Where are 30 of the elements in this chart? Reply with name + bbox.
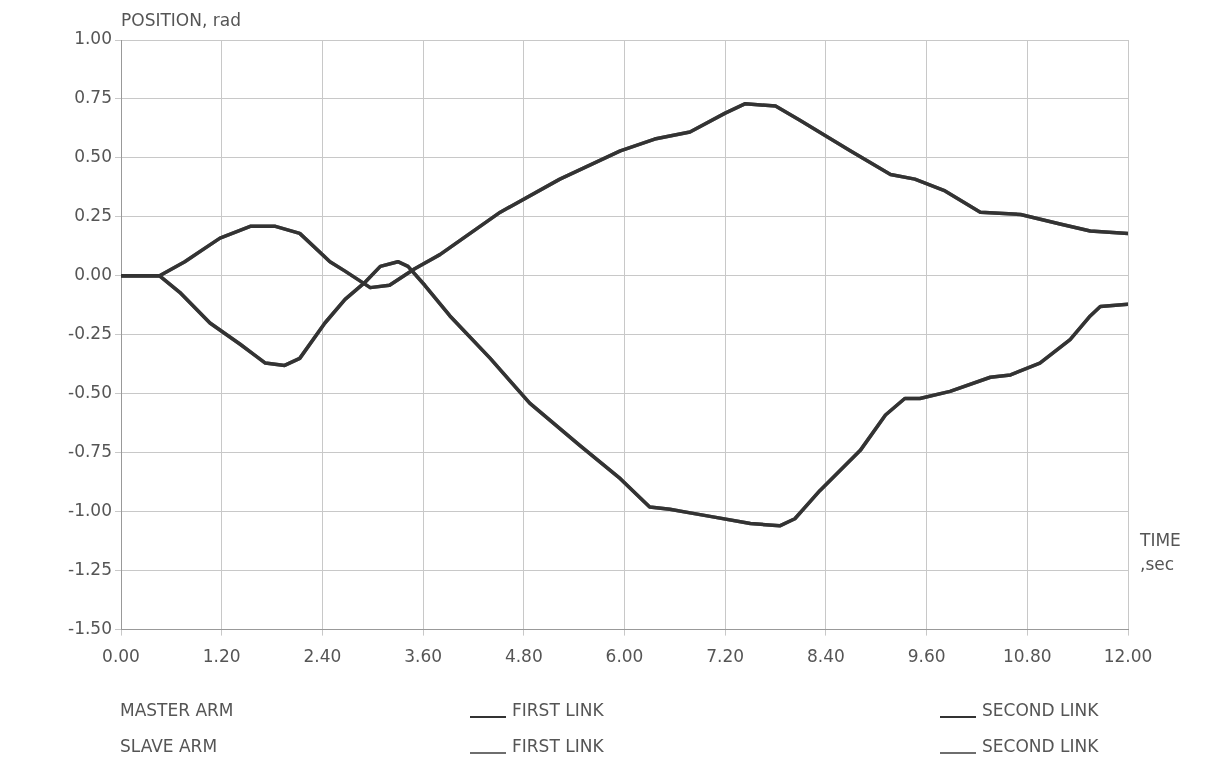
y-tick-label: -1.00 (68, 500, 112, 521)
x-tick-label: 8.40 (806, 646, 845, 667)
x-tick-label: 4.80 (504, 646, 543, 667)
legend-label: SECOND LINK (982, 736, 1099, 756)
y-tick-label: 0.00 (74, 264, 112, 285)
text: MASTER ARM (120, 700, 234, 720)
y-tick-label: -0.50 (68, 382, 112, 403)
x-tick-label: 6.00 (605, 646, 644, 667)
text: SLAVE ARM (120, 736, 218, 756)
y-tick-label: 0.75 (74, 87, 112, 108)
y-tick-label: 0.25 (74, 205, 112, 226)
x-tick-label: 10.80 (1002, 646, 1052, 667)
x-axis-title: TIME ,sec (1140, 529, 1182, 576)
x-tick-label: 7.20 (706, 646, 745, 667)
legend-label: FIRST LINK (512, 700, 604, 720)
y-tick-label: -1.50 (68, 618, 112, 639)
x-tick-label: 2.40 (303, 646, 342, 667)
y-tick-label: 1.00 (74, 28, 112, 49)
y-tick-label: -0.75 (68, 441, 112, 462)
y-tick-label: -0.25 (68, 323, 112, 344)
x-tick-label: 12.00 (1103, 646, 1153, 667)
y-tick-label: 0.50 (74, 146, 112, 167)
y-axis-title: POSITION, rad (121, 10, 241, 30)
y-tick-label: -1.25 (68, 559, 112, 580)
x-tick-label: 1.20 (202, 646, 241, 667)
legend-label: SECOND LINK (982, 700, 1099, 720)
x-tick-label: 9.60 (907, 646, 946, 667)
x-tick-label: 3.60 (404, 646, 443, 667)
legend-label: FIRST LINK (512, 736, 604, 756)
x-tick-label: 0.00 (102, 646, 140, 667)
